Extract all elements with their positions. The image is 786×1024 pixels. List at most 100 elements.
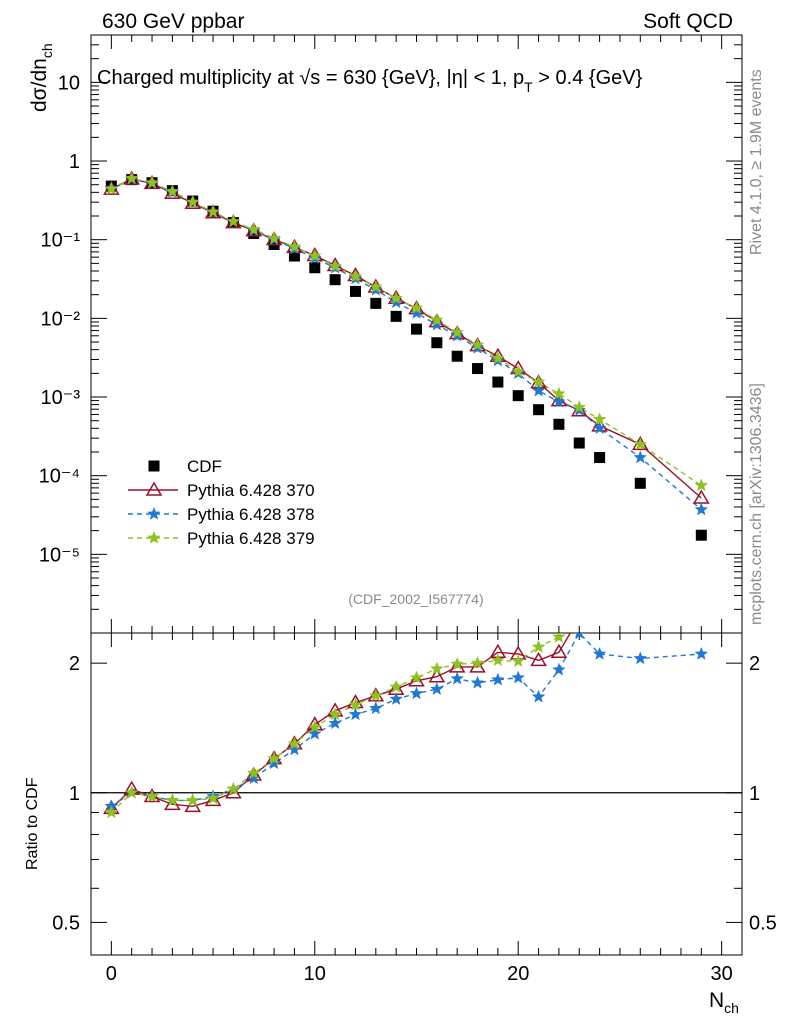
- ratio-tick-label-right: 0.5: [749, 912, 777, 934]
- ratio-point-p370: [593, 606, 607, 618]
- data-point-p379: [307, 248, 322, 262]
- legend-label: Pythia 6.428 378: [187, 505, 315, 524]
- ratio-point-p379: [165, 793, 180, 807]
- data-point-p379: [328, 258, 342, 273]
- y-tick-label: 10⁻²: [41, 308, 81, 330]
- legend-marker-p370: [145, 481, 163, 496]
- data-point-data: [533, 404, 545, 416]
- ratio-point-p379: [348, 697, 363, 711]
- y-tick-label: 1: [69, 151, 80, 173]
- ratio-point-p370: [428, 668, 446, 683]
- ratio-point-p370: [550, 643, 568, 659]
- data-point-p379: [470, 337, 485, 351]
- data-point-p379: [633, 437, 648, 451]
- header-left: 630 GeV ppbar: [102, 10, 244, 33]
- ratio-point-p379: [328, 707, 342, 721]
- y-tick-label: 10⁻⁴: [39, 466, 80, 488]
- legend-marker-p378: [147, 506, 161, 520]
- ratio-point-p379: [145, 789, 159, 803]
- ratio-tick-label: 2: [69, 653, 80, 675]
- data-point-p379: [592, 412, 607, 426]
- ratio-point-p370: [408, 672, 425, 687]
- data-point-data: [411, 323, 422, 335]
- data-point-p379: [267, 231, 281, 245]
- ratio-point-p379: [593, 581, 605, 593]
- ratio-tick-label-right: 2: [749, 653, 760, 675]
- y-tick-label: 10⁻⁵: [39, 544, 80, 566]
- rivet-info: Rivet 4.1.0, ≥ 1.9M events: [748, 69, 765, 255]
- ratio-point-p379: [368, 688, 383, 702]
- x-tick-label: 0: [106, 963, 117, 985]
- ratio-point-p379: [573, 590, 585, 602]
- y-axis-label: dσ/dnch: [28, 43, 55, 112]
- plot-title: Charged multiplicity at √s = 630 {GeV}, …: [97, 67, 643, 95]
- data-point-p379: [450, 325, 465, 339]
- ratio-point-p370: [225, 784, 242, 799]
- data-point-p379: [165, 184, 180, 198]
- data-point-p378: [409, 305, 424, 319]
- ratio-point-p378: [328, 716, 342, 730]
- ratio-point-p379: [226, 781, 241, 795]
- ratio-point-p378: [368, 701, 383, 715]
- ratio-point-p379: [552, 633, 566, 643]
- ratio-tick-label-right: 1: [749, 783, 760, 805]
- ratio-point-p370: [694, 580, 708, 592]
- ratio-point-p370: [633, 574, 647, 586]
- ratio-point-p379: [511, 654, 526, 668]
- ratio-point-p370: [204, 791, 222, 807]
- data-point-data: [695, 529, 707, 541]
- mcplots-info: mcplots.cern.ch [arXiv:1306.3436]: [748, 383, 765, 625]
- axes: 0 10 20 30 10⁻⁵ 10⁻⁴ 10⁻³ 10⁻² 10⁻¹ 1 10 0.5 0.5 1 1 2 2: [39, 34, 777, 985]
- data-point-p378: [552, 394, 566, 408]
- data-point-data: [431, 337, 443, 349]
- ratio-point-p378: [450, 671, 465, 685]
- ratio-point-p379: [634, 575, 646, 587]
- data-point-data: [573, 437, 585, 449]
- ratio-point-p379: [429, 661, 444, 675]
- data-point-p378: [592, 421, 607, 435]
- data-point-data: [512, 390, 524, 402]
- data-point-p379: [246, 222, 261, 236]
- ratio-point-p379: [470, 655, 485, 669]
- ratio-point-p379: [267, 751, 281, 765]
- legend: CDF Pythia 6.428 370 Pythia 6.428 378 Pythi…: [128, 457, 315, 548]
- ratio-point-p378: [491, 672, 505, 686]
- data-point-p379: [409, 300, 424, 314]
- ratio-point-p378: [575, 633, 584, 639]
- ratio-tick-label: 1: [69, 783, 80, 805]
- ratio-line-p370: [110, 633, 572, 809]
- series-line-p370: [110, 178, 702, 499]
- data-point-p378: [633, 450, 648, 464]
- data-point-p378: [531, 383, 546, 397]
- ratio-point-p378: [694, 646, 709, 660]
- ratio-point-p379: [287, 736, 302, 750]
- x-axis-label: Nch: [709, 989, 739, 1016]
- x-tick-label: 30: [711, 963, 733, 985]
- data-point-p379: [348, 269, 363, 283]
- ratio-point-p378: [287, 742, 302, 756]
- data-point-data: [594, 452, 606, 464]
- ratio-point-p378: [389, 691, 404, 705]
- ratio-y-axis-label: Ratio to CDF: [24, 777, 41, 870]
- data-point-data: [492, 376, 504, 388]
- x-tick-label: 20: [507, 963, 529, 985]
- data-point-p378: [389, 295, 404, 309]
- data-point-data: [634, 477, 646, 489]
- data-point-data: [472, 363, 484, 375]
- data-point-data: [349, 285, 361, 297]
- data-point-p378: [694, 502, 709, 516]
- data-point-p379: [491, 351, 505, 365]
- ratio-point-p379: [124, 785, 139, 799]
- data-point-data: [329, 274, 341, 286]
- ratio-point-p378: [552, 662, 566, 676]
- data-point-data: [309, 262, 321, 274]
- data-point-p379: [511, 364, 526, 378]
- legend-marker-p379: [147, 530, 161, 544]
- ratio-point-p378: [348, 707, 363, 721]
- data-point-p379: [124, 171, 139, 185]
- data-point-p378: [429, 317, 444, 331]
- ratio-point-p378: [592, 646, 607, 660]
- series-ratio: [103, 574, 709, 819]
- data-point-p379: [531, 374, 546, 388]
- ratio-point-p379: [185, 793, 200, 807]
